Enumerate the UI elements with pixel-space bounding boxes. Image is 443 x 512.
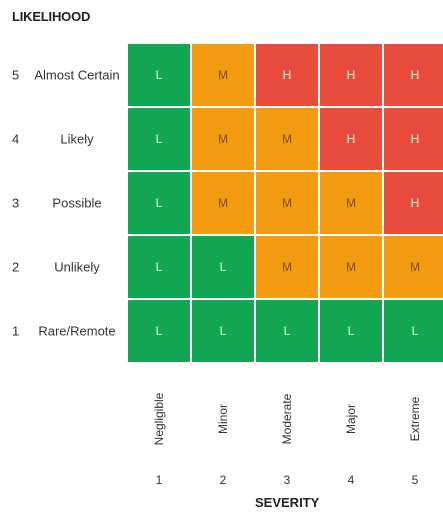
column-number: 2 xyxy=(219,473,227,487)
row-label-possible: 3 Possible xyxy=(0,172,128,234)
column-number: 1 xyxy=(155,473,163,487)
column-label-moderate: Moderate xyxy=(256,378,318,460)
risk-cell: M xyxy=(256,236,318,298)
risk-cell: L xyxy=(128,108,190,170)
column-label-extreme: Extreme xyxy=(384,378,443,460)
row-number: 1 xyxy=(12,323,20,339)
risk-cell: L xyxy=(320,300,382,362)
risk-cell: H xyxy=(256,44,318,106)
risk-cell: M xyxy=(320,172,382,234)
row-text: Possible xyxy=(52,195,102,211)
row-label-almost-certain: 5 Almost Certain xyxy=(0,44,128,106)
column-label-minor: Minor xyxy=(192,378,254,460)
row-number: 5 xyxy=(12,67,20,83)
risk-cell: M xyxy=(256,108,318,170)
risk-cell: L xyxy=(256,300,318,362)
severity-axis-title: SEVERITY xyxy=(255,495,320,510)
row-text: Almost Certain xyxy=(34,67,120,83)
risk-cell: M xyxy=(384,236,443,298)
row-text: Unlikely xyxy=(54,259,100,275)
risk-cell: M xyxy=(320,236,382,298)
risk-cell: L xyxy=(128,300,190,362)
column-label-negligible: Negligible xyxy=(128,378,190,460)
risk-cell: L xyxy=(192,236,254,298)
risk-cell: L xyxy=(192,300,254,362)
risk-matrix-grid: L M H H H L M M H H L M M M H L L M M M … xyxy=(128,44,443,363)
risk-cell: M xyxy=(192,172,254,234)
column-text: Minor xyxy=(216,403,230,435)
column-text: Extreme xyxy=(408,396,422,442)
row-number: 4 xyxy=(12,131,20,147)
row-text: Rare/Remote xyxy=(38,323,116,339)
column-number: 4 xyxy=(347,473,355,487)
risk-cell: M xyxy=(192,108,254,170)
row-number: 3 xyxy=(12,195,20,211)
likelihood-axis-title: LIKELIHOOD xyxy=(12,9,91,24)
risk-cell: H xyxy=(384,108,443,170)
risk-cell: H xyxy=(384,172,443,234)
column-number: 3 xyxy=(283,473,291,487)
row-label-likely: 4 Likely xyxy=(0,108,128,170)
risk-cell: L xyxy=(128,44,190,106)
risk-cell: H xyxy=(384,44,443,106)
column-text: Negligible xyxy=(152,392,166,446)
column-number: 5 xyxy=(411,473,419,487)
row-label-rare-remote: 1 Rare/Remote xyxy=(0,300,128,362)
risk-cell: L xyxy=(128,236,190,298)
column-label-major: Major xyxy=(320,378,382,460)
row-text: Likely xyxy=(60,131,94,147)
risk-cell: H xyxy=(320,44,382,106)
row-number: 2 xyxy=(12,259,20,275)
risk-cell: L xyxy=(128,172,190,234)
risk-cell: M xyxy=(192,44,254,106)
risk-cell: H xyxy=(320,108,382,170)
column-text: Major xyxy=(344,403,358,435)
row-label-unlikely: 2 Unlikely xyxy=(0,236,128,298)
column-text: Moderate xyxy=(280,393,294,445)
risk-cell: M xyxy=(256,172,318,234)
risk-cell: L xyxy=(384,300,443,362)
